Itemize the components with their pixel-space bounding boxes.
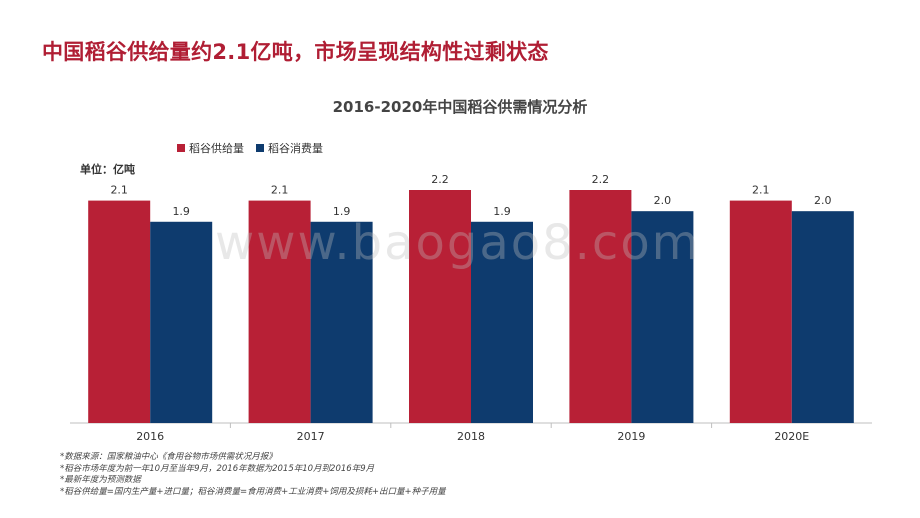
footnote-market-year: *稻谷市场年度为前一年10月至当年9月，2016年数据为2015年10月到201… bbox=[60, 463, 375, 474]
data-label-consumption-2017: 1.9 bbox=[333, 205, 351, 218]
bar-supply-2016 bbox=[88, 200, 151, 423]
legend-item-supply: 稻谷供给量 bbox=[177, 140, 244, 156]
footnote-definition: *稻谷供给量=国内生产量+进口量；稻谷消费量=食用消费+工业消费+饲用及损耗+出… bbox=[60, 486, 446, 497]
legend-swatch-consumption bbox=[256, 144, 264, 152]
data-label-supply-2020E: 2.1 bbox=[752, 184, 770, 197]
data-label-consumption-2020E: 2.0 bbox=[814, 194, 832, 207]
data-label-supply-2019: 2.2 bbox=[592, 173, 610, 186]
bar-consumption-2016 bbox=[150, 221, 213, 423]
bar-supply-2020E bbox=[729, 200, 792, 423]
footnote-source: *数据来源：国家粮油中心《食用谷物市场供需状况月报》 bbox=[60, 452, 277, 462]
footnote-forecast: *最新年度为预测数据 bbox=[60, 475, 141, 485]
data-label-supply-2017: 2.1 bbox=[271, 184, 289, 197]
slide-title: 中国稻谷供给量约2.1亿吨，市场呈现结构性过剩状态 bbox=[42, 40, 549, 64]
data-label-consumption-2016: 1.9 bbox=[172, 205, 190, 218]
data-label-consumption-2019: 2.0 bbox=[654, 194, 672, 207]
x-tick-label-2020E: 2020E bbox=[774, 430, 809, 443]
x-tick-label-2018: 2018 bbox=[457, 430, 485, 443]
bar-supply-2019 bbox=[569, 190, 632, 423]
legend-label-supply: 稻谷供给量 bbox=[189, 142, 244, 155]
bar-supply-2018 bbox=[409, 190, 471, 423]
chart-legend: 稻谷供给量 稻谷消费量 bbox=[177, 140, 323, 156]
x-tick-label-2017: 2017 bbox=[297, 430, 325, 443]
watermark-text: www.baogao8.com bbox=[215, 215, 701, 271]
data-label-supply-2018: 2.2 bbox=[431, 173, 449, 186]
legend-swatch-supply bbox=[177, 144, 185, 152]
legend-item-consumption: 稻谷消费量 bbox=[256, 140, 323, 156]
data-label-supply-2016: 2.1 bbox=[110, 184, 128, 197]
unit-label: 单位：亿吨 bbox=[80, 163, 135, 176]
x-tick-label-2019: 2019 bbox=[617, 430, 645, 443]
legend-label-consumption: 稻谷消费量 bbox=[268, 142, 323, 155]
bar-consumption-2018 bbox=[471, 221, 533, 423]
bar-consumption-2019 bbox=[631, 211, 694, 423]
chart-title: 2016-2020年中国稻谷供需情况分析 bbox=[332, 98, 588, 116]
bar-consumption-2020E bbox=[791, 211, 854, 423]
x-tick-label-2016: 2016 bbox=[136, 430, 164, 443]
data-label-consumption-2018: 1.9 bbox=[493, 205, 511, 218]
footnotes: *数据来源：国家粮油中心《食用谷物市场供需状况月报》 *稻谷市场年度为前一年10… bbox=[60, 452, 446, 498]
bar-consumption-2017 bbox=[310, 221, 373, 423]
bar-supply-2017 bbox=[248, 200, 311, 423]
